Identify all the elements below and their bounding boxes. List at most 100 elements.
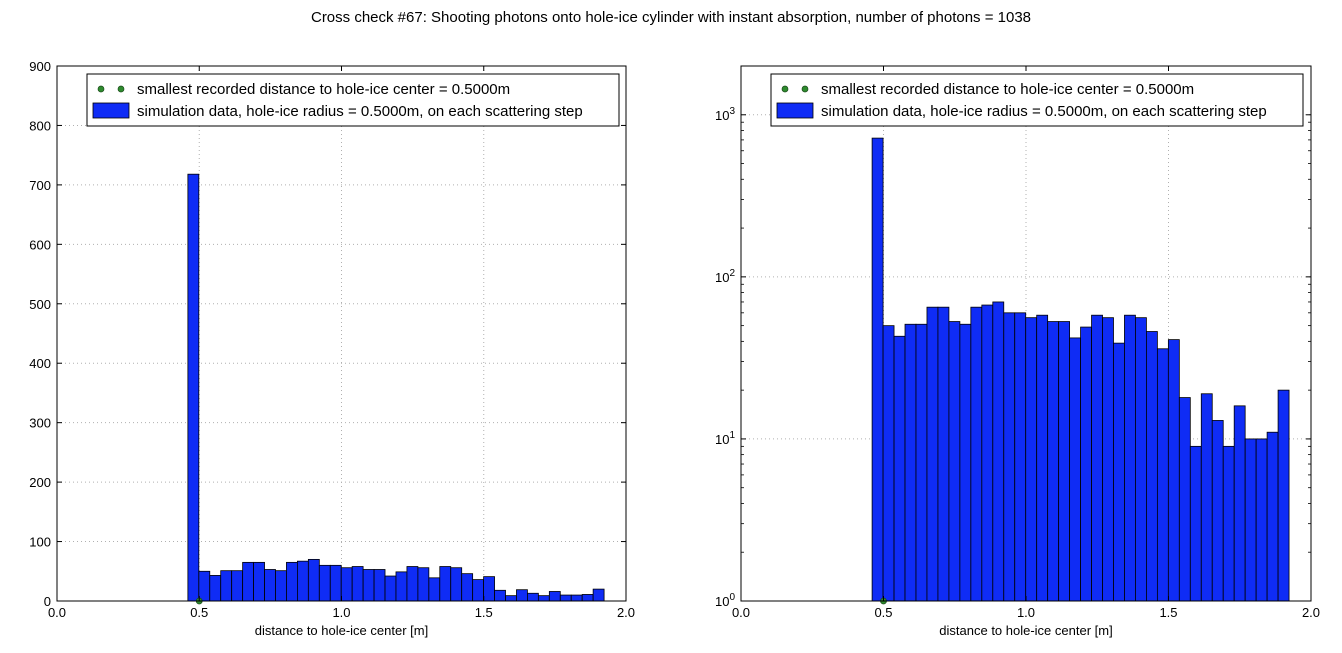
figure-title: Cross check #67: Shooting photons onto h… [310, 9, 1032, 26]
histogram-bar [209, 575, 222, 602]
histogram-bar [1036, 314, 1049, 602]
x-tick-label: 1.0 [332, 605, 350, 620]
histogram-bar [1211, 420, 1224, 602]
y-tick-label: 0 [44, 594, 51, 609]
chart-left-linear: 0.0 0.5 1.0 1.5 2.0 0 100 200 300 400 500 600 700 800… [29, 59, 635, 638]
histogram-bar [1244, 438, 1257, 602]
y-tick-base: 10 [715, 594, 729, 609]
histogram-bar [1113, 342, 1125, 602]
histogram-bar [1189, 445, 1202, 602]
histogram-bar [1091, 314, 1103, 602]
x-tick-label: 2.0 [1302, 605, 1320, 620]
legend-dot-marker [97, 85, 105, 93]
histogram-bar [559, 594, 572, 602]
legend-entry-simulation: simulation data, hole-ice radius = 0.500… [821, 103, 1267, 120]
legend-entry-min-distance: smallest recorded distance to hole-ice c… [137, 81, 510, 98]
histogram-bar [275, 570, 287, 602]
histogram-bar [904, 323, 917, 602]
histogram-bar [1233, 405, 1246, 602]
histogram-bar [307, 558, 320, 602]
histogram-bar [329, 564, 342, 602]
y-tick-label: 100 [715, 592, 735, 609]
y-tick-exponent: 1 [729, 430, 735, 441]
histogram-bar [1156, 348, 1169, 602]
histogram-bar [1102, 317, 1114, 602]
x-tick-label: 1.5 [475, 605, 493, 620]
histogram-bar [959, 323, 972, 602]
x-tick-label: 1.5 [1159, 605, 1177, 620]
histogram-bar [351, 566, 364, 602]
histogram-bar [384, 575, 397, 602]
histogram-bar [472, 579, 485, 602]
histogram-bar [1200, 393, 1213, 602]
histogram-bar [253, 561, 265, 602]
histogram-bar [1047, 321, 1060, 602]
x-axis-label: distance to hole-ice center [m] [939, 623, 1112, 638]
x-tick-label: 1.0 [1017, 605, 1035, 620]
histogram-bar [1069, 337, 1081, 602]
x-tick-label: 2.0 [617, 605, 635, 620]
legend-dot-marker [117, 85, 125, 93]
legend-box [86, 73, 620, 127]
y-tick-label: 800 [29, 118, 51, 133]
histogram-bar [1135, 317, 1147, 602]
histogram-bar [537, 595, 550, 602]
y-tick-label: 500 [29, 297, 51, 312]
y-tick-exponent: 3 [729, 106, 735, 117]
histogram-bar [570, 594, 583, 602]
x-tick-label: 0.5 [190, 605, 208, 620]
y-tick-base: 10 [715, 108, 729, 123]
legend-entry-simulation: simulation data, hole-ice radius = 0.500… [137, 103, 583, 120]
histogram-bar [1222, 445, 1235, 602]
histogram-bar [981, 304, 994, 602]
histogram-bar [592, 588, 605, 602]
histogram-bar [1058, 321, 1071, 602]
legend-bar-swatch [776, 102, 814, 119]
histogram-bar [231, 570, 244, 602]
histogram-bar [439, 566, 452, 602]
histogram-bar [373, 569, 386, 602]
y-tick-label: 101 [715, 430, 735, 447]
y-tick-base: 10 [715, 270, 729, 285]
x-tick-label: 0.0 [732, 605, 750, 620]
histogram-bar [286, 561, 298, 602]
legend-entry-min-distance: smallest recorded distance to hole-ice c… [821, 81, 1194, 98]
histogram-bar [1277, 389, 1290, 602]
legend-dot-marker [781, 85, 789, 93]
histogram-bar [970, 306, 983, 602]
y-tick-exponent: 0 [729, 592, 735, 603]
histogram-bar [428, 577, 441, 602]
x-tick-label: 0.5 [874, 605, 892, 620]
histogram-bar [992, 301, 1005, 602]
y-tick-label: 103 [715, 106, 735, 123]
histogram-bar [450, 567, 463, 602]
y-tick-label: 400 [29, 356, 51, 371]
y-tick-label: 600 [29, 237, 51, 252]
histogram-bar [548, 591, 561, 602]
legend-box [770, 73, 1304, 127]
y-tick-base: 10 [715, 432, 729, 447]
histogram-bar [1124, 314, 1136, 602]
histogram-bar [406, 566, 419, 602]
y-tick-label: 100 [29, 535, 51, 550]
histogram-bar [395, 571, 408, 602]
histogram-bar [340, 567, 353, 602]
histogram-bar [1255, 438, 1268, 602]
histogram-bar [1003, 312, 1016, 602]
histogram-bar [1014, 312, 1027, 602]
histogram-bar [494, 589, 506, 602]
histogram-bar [198, 570, 211, 602]
x-axis-label: distance to hole-ice center [m] [255, 623, 428, 638]
histogram-bar [1178, 397, 1191, 602]
y-tick-label: 300 [29, 416, 51, 431]
histogram-bar [516, 589, 528, 602]
histogram-bar [937, 306, 950, 602]
histogram-bar [297, 560, 309, 602]
y-tick-label: 700 [29, 178, 51, 193]
histogram-bar [417, 567, 430, 602]
histogram-bar [893, 335, 906, 602]
histogram-bar [1266, 431, 1279, 602]
legend-dot-marker [801, 85, 809, 93]
